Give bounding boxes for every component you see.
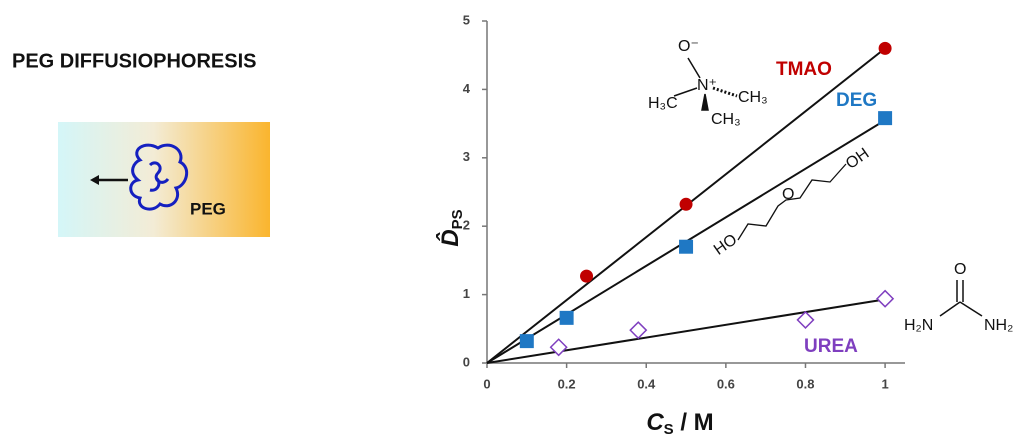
tmao-structure	[673, 57, 738, 111]
chem-atom: O⁻	[678, 38, 699, 55]
y-label-sub: PS	[449, 209, 466, 229]
panel-title: PEG DIFFUSIOPHORESIS	[12, 50, 256, 72]
data-point	[878, 41, 892, 55]
y-tick-label: 0	[463, 354, 470, 369]
chem-atom: N⁺	[697, 77, 717, 94]
data-point	[876, 289, 895, 308]
data-point	[519, 334, 534, 349]
x-tick-label: 0.8	[796, 376, 814, 391]
chem-atom: H₂N	[904, 317, 933, 334]
series-label: UREA	[804, 336, 858, 357]
x-tick-label: 0	[483, 376, 490, 391]
deg-structure	[737, 163, 847, 241]
chem-atom: O	[954, 261, 966, 278]
x-tick-label: 0.4	[637, 376, 656, 391]
y-label-main: D̂	[436, 229, 464, 246]
x-tick-label: 0.2	[558, 376, 576, 391]
chem-atom: HO	[711, 231, 740, 259]
y-axis-label: D̂PS	[436, 209, 466, 246]
y-tick-label: 1	[463, 286, 470, 301]
data-point	[549, 338, 568, 357]
y-tick-label: 4	[463, 81, 471, 96]
fit-line	[486, 298, 886, 364]
data-point	[878, 111, 893, 126]
urea-structure	[939, 280, 983, 317]
data-point	[679, 197, 693, 211]
polymer-coil	[129, 143, 189, 211]
chem-atom: NH₂	[984, 317, 1013, 334]
gradient-box	[58, 122, 270, 237]
chem-atom: CH₃	[711, 111, 741, 128]
series-label: DEG	[836, 90, 877, 111]
x-label-sub: S	[664, 421, 674, 438]
chem-atom: OH	[843, 145, 872, 173]
chem-atom: H₃C	[648, 95, 678, 112]
x-label-main: C	[646, 409, 664, 436]
x-label-rest: / M	[674, 409, 714, 436]
series-label: TMAO	[776, 59, 832, 80]
chem-atom: O	[782, 186, 794, 203]
data-point	[679, 239, 694, 254]
y-tick-label: 5	[463, 12, 470, 27]
data-point	[796, 310, 815, 329]
chem-atom: CH₃	[738, 89, 768, 106]
arrowhead	[90, 175, 99, 185]
y-tick-label: 2	[463, 218, 470, 233]
data-point	[580, 269, 594, 283]
x-axis-label: CS / M	[646, 409, 713, 438]
data-point	[559, 310, 574, 325]
y-tick-label: 3	[463, 149, 470, 164]
icon-label: PEG	[190, 199, 226, 218]
x-tick-label: 1	[881, 376, 888, 391]
data-point	[629, 321, 648, 340]
x-tick-label: 0.6	[717, 376, 735, 391]
